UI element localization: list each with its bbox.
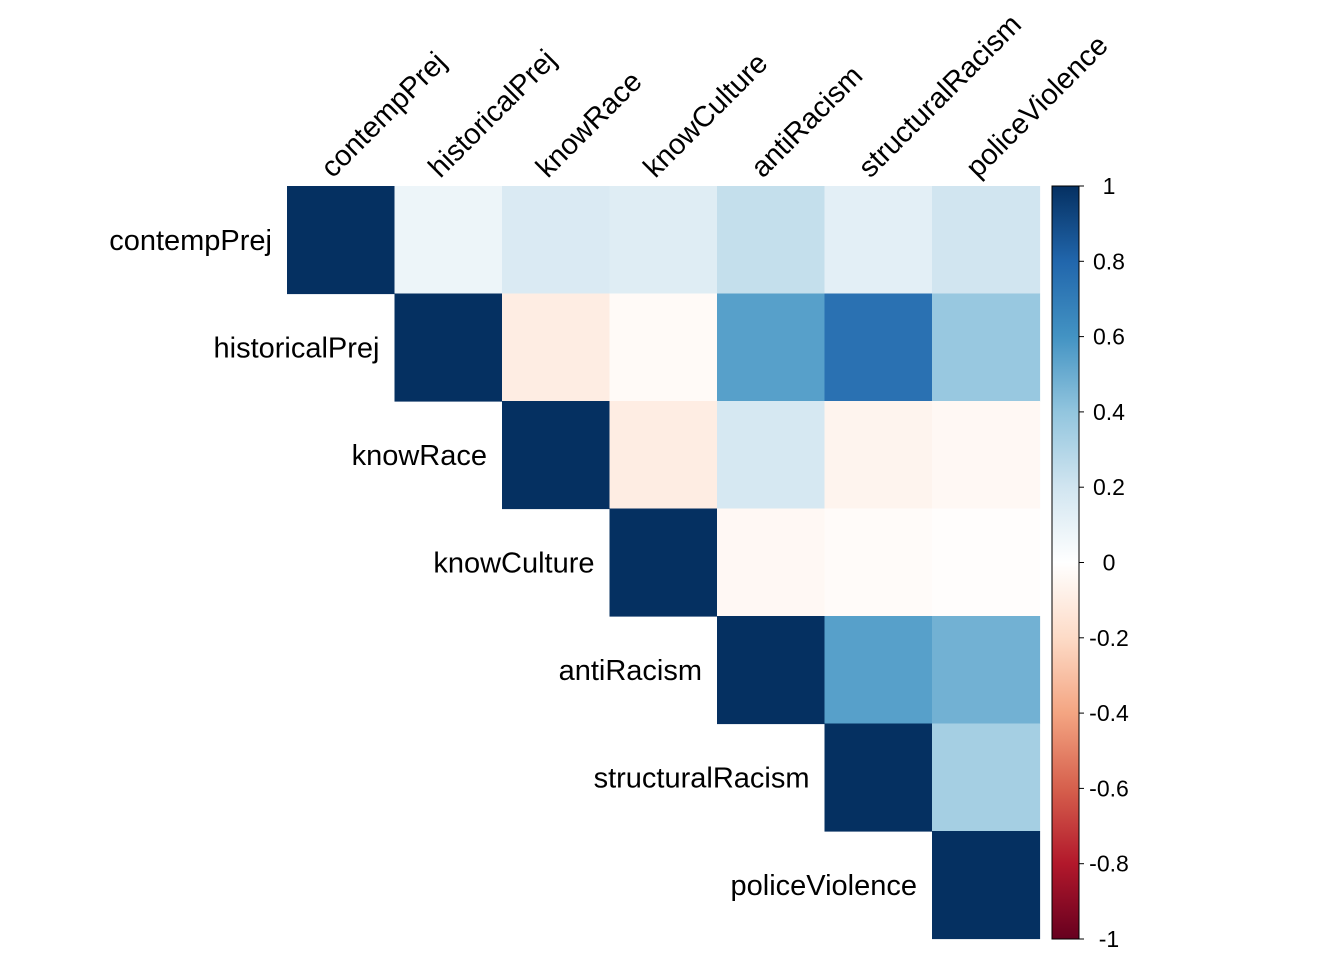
color-legend-ticks: 1 0.8 0.6 0.4 0.2 0 -0.2 -0.4 -0.6 -0.8 -1 <box>1079 173 1129 952</box>
cell-contempPrej-antiRacism <box>717 186 826 295</box>
cell-contempPrej-policeViolence <box>932 186 1041 295</box>
color-legend-tick-label: 0 <box>1103 550 1116 576</box>
cell-knowCulture-antiRacism <box>717 508 826 617</box>
cell-contempPrej-knowCulture <box>609 186 718 295</box>
cell-knowRace-knowCulture <box>609 401 718 510</box>
cell-antiRacism-structuralRacism <box>824 616 933 725</box>
color-legend-tick-label: -0.4 <box>1089 700 1129 726</box>
cell-contempPrej-knowRace <box>502 186 611 295</box>
cell-historicalPrej-historicalPrej <box>394 293 503 402</box>
row-label-structuralRacism: structuralRacism <box>594 762 810 794</box>
cell-knowRace-structuralRacism <box>824 401 933 510</box>
cell-historicalPrej-structuralRacism <box>824 293 933 402</box>
color-legend-tick-label: 0.6 <box>1093 324 1125 350</box>
color-legend: 1 0.8 0.6 0.4 0.2 0 -0.2 -0.4 -0.6 -0.8 -1 <box>1051 173 1129 952</box>
column-labels: contempPrejhistoricalPrejknowRaceknowCul… <box>315 9 1115 184</box>
row-labels: contempPrej historicalPrej knowRace knowCul… <box>109 225 917 902</box>
cell-historicalPrej-antiRacism <box>717 293 826 402</box>
cell-policeViolence-policeViolence <box>932 831 1041 940</box>
cell-historicalPrej-knowRace <box>502 293 611 402</box>
cell-knowCulture-knowCulture <box>609 508 718 617</box>
cell-knowRace-antiRacism <box>717 401 826 510</box>
cell-contempPrej-historicalPrej <box>394 186 503 295</box>
heatmap-cells <box>287 186 1041 940</box>
column-label-knowRace: knowRace <box>530 66 648 184</box>
row-label-knowRace: knowRace <box>352 440 487 472</box>
color-legend-tick-label: -1 <box>1099 926 1119 952</box>
cell-historicalPrej-policeViolence <box>932 293 1041 402</box>
cell-contempPrej-structuralRacism <box>824 186 933 295</box>
color-legend-tick-label: -0.6 <box>1089 775 1129 801</box>
cell-knowRace-knowRace <box>502 401 611 510</box>
cell-structuralRacism-policeViolence <box>932 723 1041 832</box>
row-label-contempPrej: contempPrej <box>109 225 272 257</box>
color-legend-bar <box>1051 185 1080 940</box>
cell-antiRacism-policeViolence <box>932 616 1041 725</box>
row-label-antiRacism: antiRacism <box>559 655 702 687</box>
color-legend-tick-label: 0.4 <box>1093 399 1125 425</box>
color-legend-tick-label: 0.8 <box>1093 248 1125 274</box>
cell-knowCulture-policeViolence <box>932 508 1041 617</box>
cell-historicalPrej-knowCulture <box>609 293 718 402</box>
cell-antiRacism-antiRacism <box>717 616 826 725</box>
color-legend-tick-label: -0.8 <box>1089 851 1129 877</box>
row-label-knowCulture: knowCulture <box>433 547 594 579</box>
color-legend-tick-label: 0.2 <box>1093 474 1125 500</box>
cell-knowRace-policeViolence <box>932 401 1041 510</box>
cell-structuralRacism-structuralRacism <box>824 723 933 832</box>
color-legend-tick-label: 1 <box>1103 173 1116 199</box>
cell-knowCulture-structuralRacism <box>824 508 933 617</box>
row-label-historicalPrej: historicalPrej <box>214 332 380 364</box>
color-legend-tick-label: -0.2 <box>1089 625 1129 651</box>
row-label-policeViolence: policeViolence <box>731 870 918 902</box>
cell-contempPrej-contempPrej <box>287 186 396 295</box>
